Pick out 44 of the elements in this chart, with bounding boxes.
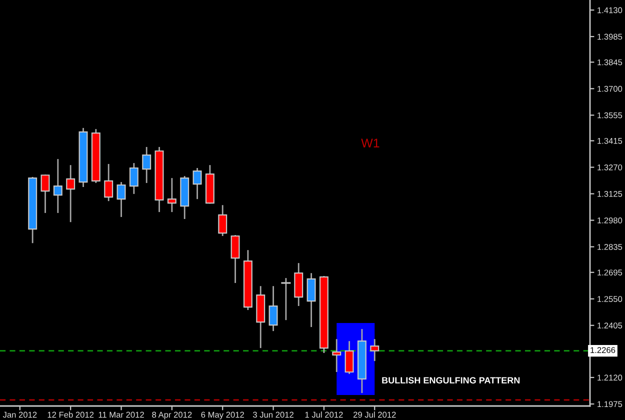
y-tick-label: 1.3415 bbox=[598, 138, 622, 144]
candlestick bbox=[218, 204, 228, 237]
y-tick-label: 1.4130 bbox=[598, 7, 622, 14]
candlestick bbox=[192, 167, 202, 200]
y-tick-label: 1.3555 bbox=[598, 112, 622, 118]
y-tick-label: 1.2550 bbox=[598, 296, 622, 302]
y-tick-label: 1.3700 bbox=[598, 86, 622, 92]
band-label: BULLISH ENGULFING PATTERN bbox=[382, 377, 520, 384]
candlestick bbox=[167, 177, 176, 213]
candlestick bbox=[294, 262, 304, 307]
x-tick-label: 1 Jul 2012 bbox=[305, 412, 343, 418]
candlestick bbox=[268, 285, 278, 332]
y-tick-label: 1.3270 bbox=[598, 164, 622, 170]
candlestick bbox=[281, 277, 291, 321]
candlestick bbox=[306, 272, 316, 328]
candlestick bbox=[129, 162, 138, 195]
y-tick-label: 1.3845 bbox=[598, 59, 622, 66]
candlestick bbox=[142, 146, 152, 184]
candlestick bbox=[230, 234, 240, 284]
candlestick bbox=[53, 158, 62, 214]
candlestick bbox=[40, 174, 50, 214]
y-tick-label: 1.2120 bbox=[598, 374, 622, 381]
x-tick-label: 11 Mar 2012 bbox=[98, 412, 144, 418]
y-tick-label: 1.2980 bbox=[598, 217, 622, 224]
x-tick-label: 3 Jun 2012 bbox=[252, 412, 294, 418]
x-tick-label: 29 Jul 2012 bbox=[354, 412, 396, 418]
y-tick-label: 1.3125 bbox=[598, 190, 622, 197]
y-tick-label: 1.1975 bbox=[598, 401, 622, 408]
candlestick bbox=[344, 340, 354, 375]
x-tick-label: 12 Feb 2012 bbox=[48, 412, 94, 418]
candlestick bbox=[66, 164, 76, 223]
annotation: W1 bbox=[361, 138, 380, 148]
y-tick-label: 1.2695 bbox=[598, 270, 622, 276]
y-tick-label: 1.3985 bbox=[598, 34, 622, 40]
x-tick-label: 8 Apr 2012 bbox=[152, 412, 192, 420]
ref-line-label: 1.2266 bbox=[590, 347, 616, 354]
y-tick-label: 1.2835 bbox=[598, 244, 622, 250]
candlestick bbox=[332, 338, 342, 373]
candlestick bbox=[104, 163, 114, 202]
y-tick-label: 1.2405 bbox=[598, 322, 622, 328]
candlestick bbox=[370, 338, 380, 362]
x-tick-label: Jan 2012 bbox=[2, 412, 37, 418]
candlestick bbox=[116, 181, 126, 218]
x-tick-label: 6 May 2012 bbox=[201, 412, 244, 420]
